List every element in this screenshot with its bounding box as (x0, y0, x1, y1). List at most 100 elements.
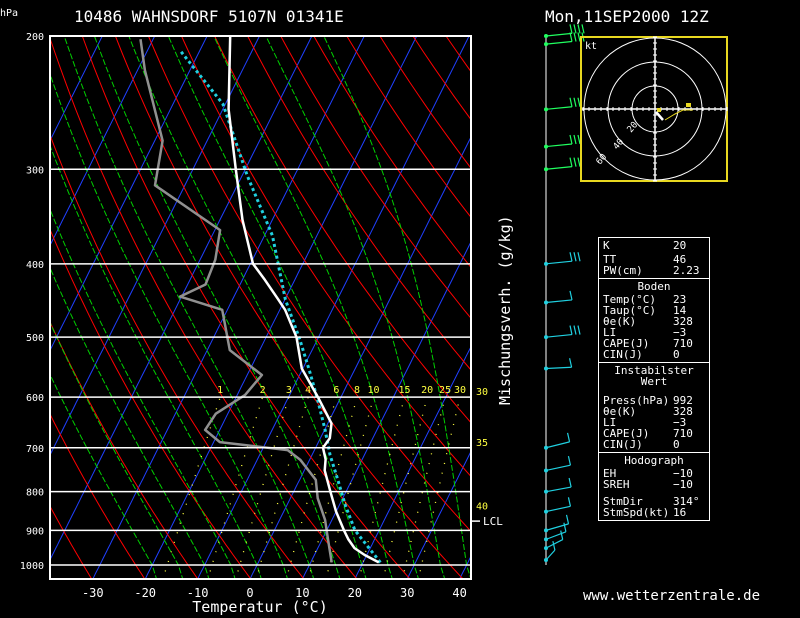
label: CAPE(J) (603, 337, 650, 350)
dry-adiabat-line (247, 36, 471, 371)
dry-adiabat-line (313, 36, 471, 269)
value: 16 (673, 506, 687, 519)
label: CAPE(J) (603, 427, 650, 440)
hodo-title: Hodograph (624, 454, 684, 467)
wind-barb-feather (577, 97, 581, 107)
hodo-trace (664, 109, 693, 121)
mixing-ratio-line (307, 396, 358, 579)
wind-barb (545, 333, 573, 338)
wind-barb-feather (569, 252, 573, 262)
wind-barb (545, 464, 571, 472)
instabilster-section: Instabilster Wert Press(hPa) 992 θe(K) 328… (599, 362, 709, 452)
temperature-tick-label: -10 (187, 586, 209, 600)
wind-barb (545, 539, 563, 549)
mixing-ratio-label: 10 (368, 385, 380, 396)
wind-barb-feather (577, 24, 581, 34)
wind-barb-feather (569, 97, 573, 107)
isotherm-line (301, 240, 471, 579)
dry-adiabat-line (280, 36, 471, 320)
wind-barb-feather (565, 514, 570, 524)
axes: 1 2 3 4 6 8 10 15 20 25 30200300400500600700800900… (20, 32, 503, 600)
mixing-ratio-axis-label: Mischungsverh. (g/kg) (496, 215, 514, 405)
k-value: 20 (673, 239, 687, 252)
label: CIN(J) (603, 438, 643, 451)
station-title: 10486 WAHNSDORF 5107N 01341E (74, 7, 344, 26)
hodo-ring-label-20: 20 (626, 120, 641, 135)
tt-value: 46 (673, 253, 687, 266)
right-axis-label: 40 (476, 502, 488, 513)
mixing-ratio-label: 30 (454, 385, 466, 396)
isotherm-line (249, 135, 471, 579)
pressure-tick-label: 700 (26, 444, 44, 455)
right-axis-label: 35 (476, 438, 488, 449)
wind-barb (545, 366, 572, 370)
pressure-tick-label: 900 (26, 526, 44, 537)
wind-barb-feather (566, 432, 571, 442)
dry-adiabat-line (50, 36, 358, 579)
mixing-ratio-line (325, 396, 375, 579)
dry-adiabat-line (50, 412, 146, 579)
plot-frame (49, 35, 472, 580)
label: LI (603, 326, 617, 339)
parcel-profile (178, 49, 382, 564)
wind-barb (545, 106, 573, 110)
wind-barb-feather (581, 24, 585, 34)
dry-adiabat-line (147, 36, 471, 533)
wind-barb (545, 143, 573, 148)
wind-barb-feather (573, 24, 577, 34)
dry-adiabat-line (50, 228, 252, 579)
pressure-tick-label: 1000 (20, 561, 44, 572)
dry-adiabat-line (50, 320, 199, 579)
isotherm-line (50, 36, 313, 561)
wind-barb (545, 531, 567, 540)
value: 710 (673, 337, 693, 350)
wind-barb-feather (569, 358, 573, 368)
dry-adiabat-line (50, 505, 93, 579)
boden-section: Boden Temp(°C) 23 Taup(°C) 14 θe(K) 328 LI −… (599, 278, 709, 362)
label: StmSpd(kt) (603, 506, 670, 519)
label: Taup(°C) (603, 304, 656, 317)
dry-adiabat-line (346, 36, 471, 219)
isotherm-line (50, 36, 156, 247)
value: 328 (673, 315, 693, 328)
wind-barb-feather (569, 24, 573, 34)
temperature-tick-label: 20 (348, 586, 362, 600)
wind-barbs (544, 24, 585, 565)
mixing-ratio-label: 15 (398, 385, 410, 396)
temperature-tick-label: -30 (82, 586, 104, 600)
moist-adiabat-line (323, 36, 471, 579)
mixing-ratio-label: 1 (217, 385, 223, 396)
dry-adiabat-line (50, 133, 305, 579)
wind-barb-feather (577, 32, 581, 42)
hodograph: kt 20 40 60 (580, 36, 728, 182)
wind-barb-feather (573, 97, 577, 107)
mixing-ratio-line (255, 396, 309, 579)
boden-title: Boden (637, 280, 671, 293)
isotherm-line (144, 36, 418, 579)
moist-adiabat-line (213, 36, 420, 579)
hodo-ring-label-60: 60 (595, 152, 610, 167)
label: StmDir (603, 495, 643, 508)
pressure-tick-label: 600 (26, 393, 44, 404)
right-axis-label: 30 (476, 387, 488, 398)
dewpoint-profile (139, 39, 333, 563)
wind-barb (545, 549, 556, 561)
dry-adiabat-line (379, 36, 471, 170)
tt-label: TT (603, 253, 617, 266)
source-url: www.wetterzentrale.de (583, 588, 760, 604)
wind-barb (545, 260, 573, 265)
moist-adiabat-line (93, 36, 341, 579)
value: −3 (673, 326, 687, 339)
wind-barb-feather (569, 325, 573, 335)
isotherm-line (354, 345, 471, 579)
label: θe(K) (603, 405, 637, 418)
wind-barb-feather (569, 157, 573, 167)
wind-barb-feather (573, 157, 577, 167)
value: 14 (673, 304, 687, 317)
moist-adiabat-line (50, 373, 158, 579)
label: EH (603, 467, 617, 480)
moist-adiabat-line (50, 266, 210, 579)
hodo-point (686, 103, 691, 107)
wind-barb-feather (567, 497, 572, 507)
